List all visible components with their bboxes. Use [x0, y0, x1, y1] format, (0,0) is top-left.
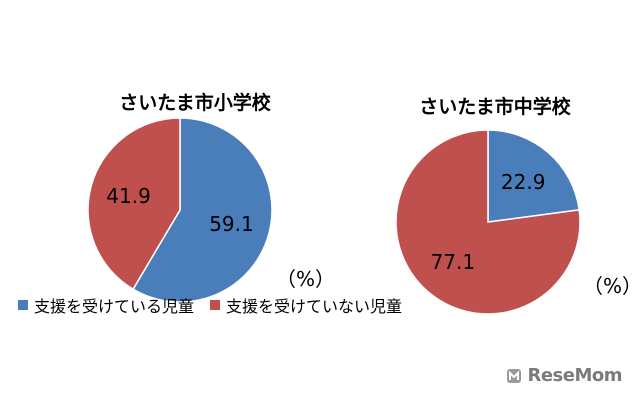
pie-slice-not-supported-junior-high [395, 129, 581, 315]
resemom-logo-icon [507, 368, 522, 383]
legend-item-not-supported: 支援を受けていない児童 [210, 293, 402, 317]
legend-label-supported: 支援を受けている児童 [34, 297, 195, 316]
unit-label-elementary: （%） [276, 267, 336, 291]
pie-slice-not-supported-elementary [87, 117, 181, 291]
legend-label-not-supported: 支援を受けていない児童 [226, 297, 403, 316]
data-label-supported-elementary: 59.1 [209, 212, 254, 236]
pie-slice-supported-elementary [132, 117, 273, 303]
pie-chart-junior-high: 22.9 77.1 [395, 129, 581, 315]
pie-chart-elementary: 59.1 41.9 [87, 117, 273, 303]
chart-title-junior-high: さいたま市中学校 [419, 96, 571, 118]
chart-title-elementary: さいたま市小学校 [119, 92, 271, 114]
data-label-not-supported-elementary: 41.9 [106, 184, 151, 208]
legend-swatch-not-supported [210, 300, 221, 310]
resemom-watermark-text: ReseMom [527, 365, 622, 386]
unit-label-junior-high: （%） [583, 274, 640, 298]
resemom-watermark: ReseMom [506, 365, 622, 386]
pie-slice-supported-junior-high [487, 129, 581, 223]
data-label-not-supported-junior-high: 77.1 [431, 250, 476, 274]
legend-swatch-supported [18, 300, 28, 310]
chart-legend: 支援を受けている児童 支援を受けていない児童 [18, 293, 418, 317]
legend-item-supported: 支援を受けている児童 [18, 293, 194, 317]
data-label-supported-junior-high: 22.9 [501, 170, 546, 194]
